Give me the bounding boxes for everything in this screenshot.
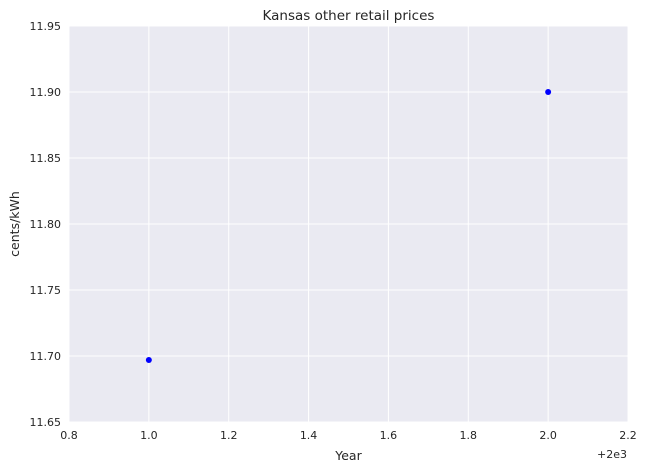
- y-tick-labels: 11.65 11.70 11.75 11.80 11.85 11.90 11.95: [30, 20, 62, 429]
- chart-title: Kansas other retail prices: [263, 8, 435, 24]
- y-tick-label: 11.85: [30, 152, 62, 165]
- y-axis-label: cents/kWh: [7, 191, 22, 257]
- x-tick-labels: 0.8 1.0 1.2 1.4 1.6 1.8 2.0 2.2: [60, 429, 637, 442]
- data-point: [145, 356, 152, 363]
- x-tick-label: 1.2: [220, 429, 238, 442]
- y-tick-label: 11.80: [30, 218, 62, 231]
- x-tick-label: 1.0: [140, 429, 158, 442]
- data-points: [145, 89, 552, 363]
- x-tick-label: 1.8: [460, 429, 478, 442]
- x-tick-label: 1.4: [300, 429, 318, 442]
- data-point: [545, 89, 552, 95]
- grid-lines: [68, 25, 629, 423]
- x-tick-label: 1.6: [380, 429, 398, 442]
- y-tick-label: 11.75: [30, 284, 62, 297]
- x-axis-label: Year: [334, 448, 362, 463]
- y-tick-label: 11.65: [30, 416, 62, 429]
- y-tick-label: 11.70: [30, 350, 62, 363]
- y-tick-label: 11.90: [30, 86, 62, 99]
- y-tick-label: 11.95: [30, 20, 62, 33]
- x-tick-label: 2.2: [619, 429, 637, 442]
- x-tick-label: 2.0: [539, 429, 557, 442]
- x-offset-label: +2e3: [597, 448, 627, 461]
- x-tick-label: 0.8: [60, 429, 78, 442]
